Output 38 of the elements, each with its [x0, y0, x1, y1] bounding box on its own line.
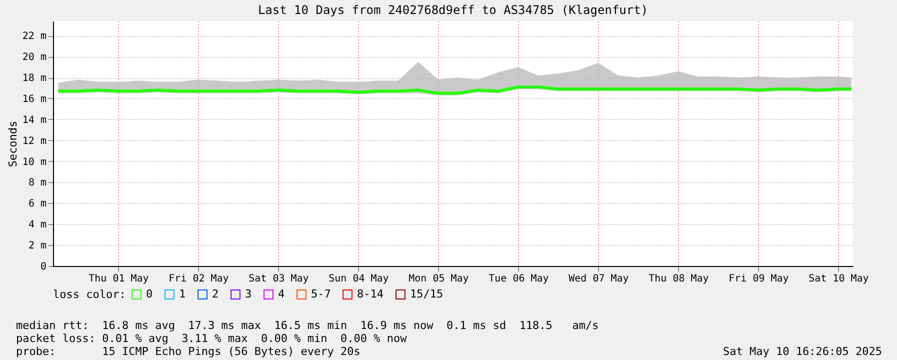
chart-title: Last 10 Days from 2402768d9eff to AS34785 (Klagenfurt) — [258, 3, 648, 17]
x-tick-label: Fri 02 May — [168, 274, 229, 284]
legend-label: 2 — [212, 288, 219, 301]
y-axis-title: Seconds — [6, 120, 20, 168]
x-tick-label: Mon 05 May — [408, 274, 469, 284]
text: Sat May 10 16:26:05 2025 — [723, 345, 882, 358]
legend-title: loss color: — [53, 288, 126, 301]
x-tick-label: Sat 10 May — [808, 274, 869, 284]
y-tick-label: 4 m — [28, 220, 46, 231]
text: median rtt: 16.8 ms avg 17.3 ms max 16.5 ms min 16.9 ms now 0.1 ms sd 118.5 am/s — [16, 319, 600, 332]
y-tick-label: 14 m — [22, 114, 46, 126]
legend-label: 3 — [245, 288, 252, 301]
legend-label: 0 — [146, 288, 153, 301]
y-tick-label: 12 m — [22, 136, 46, 147]
y-tick-label: 2 m — [28, 240, 46, 252]
text: probe: 15 ICMP Echo Pings (56 Bytes) every 20s — [16, 345, 360, 358]
text: packet loss: 0.01 % avg 3.11 % max 0.00 % min 0.00 % now — [16, 332, 408, 345]
x-tick-label: Thu 01 May — [88, 274, 149, 284]
legend-label: 1 — [179, 288, 186, 301]
y-tick-label: 8 m — [28, 178, 46, 189]
x-tick-label: Tue 06 May — [488, 274, 549, 284]
x-tick-label: Wed 07 May — [568, 274, 629, 284]
x-tick-label: Sat 03 May — [248, 274, 309, 284]
x-tick-label: Sun 04 May — [328, 274, 389, 284]
x-tick-label: Fri 09 May — [728, 274, 789, 284]
legend-label: 5-7 — [311, 288, 331, 301]
y-tick-label: 10 m — [22, 156, 46, 168]
legend-label: 15/15 — [410, 288, 444, 301]
y-tick-label: 6 m — [28, 198, 46, 210]
y-tick-label: 18 m — [22, 73, 46, 84]
y-tick-label: 22 m — [22, 31, 46, 42]
y-tick-label: 16 m — [22, 94, 46, 105]
y-tick-label: 20 m — [22, 52, 46, 64]
y-tick-label: 0 — [40, 262, 46, 272]
legend-label: 8-14 — [357, 288, 384, 301]
legend-label: 4 — [278, 288, 285, 301]
line-series — [56, 85, 854, 95]
x-tick-label: Thu 08 May — [648, 274, 709, 284]
